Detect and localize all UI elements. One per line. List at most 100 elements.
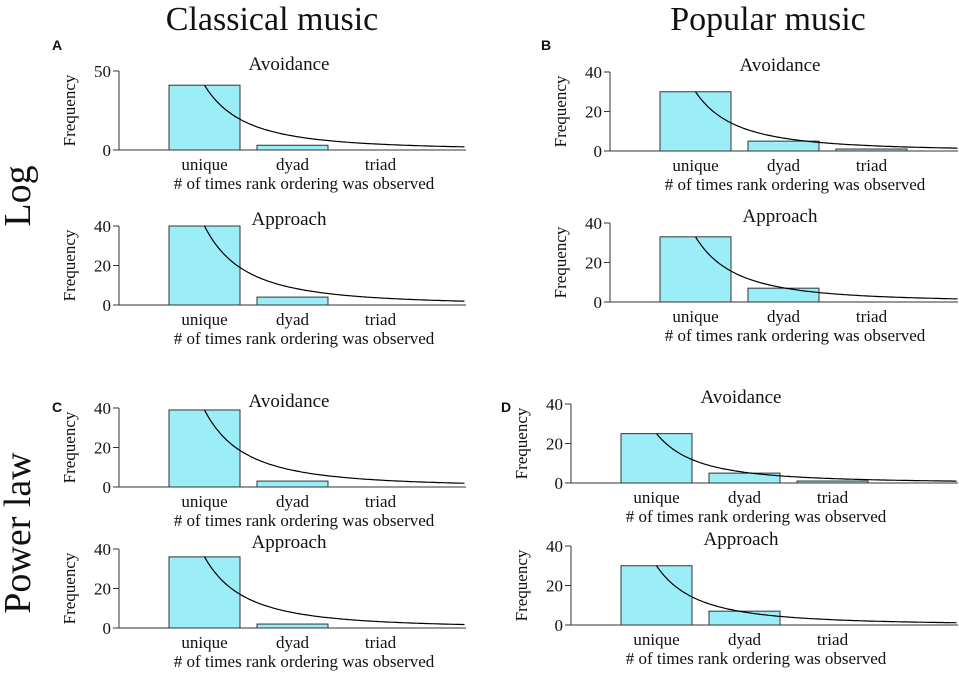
panel-letter: B — [541, 37, 551, 53]
fit-curve — [203, 225, 465, 302]
y-tick-label: 20 — [94, 439, 111, 458]
bar-unique — [168, 84, 241, 151]
x-tick-label: triad — [817, 630, 849, 649]
subplot-approach: 0 20 40 Frequency Approach unique dyad triad# o… — [60, 209, 466, 348]
y-tick-label: 20 — [585, 103, 602, 122]
subplot-title: Approach — [743, 206, 818, 227]
fit-curve — [694, 236, 958, 300]
x-tick-label: triad — [856, 307, 888, 326]
row-header-power-law: Power law — [0, 452, 39, 614]
bar-unique — [659, 91, 732, 152]
x-axis-title: # of times rank ordering was observed — [626, 649, 887, 668]
x-tick-label: triad — [365, 155, 397, 174]
x-axis-title: # of times rank ordering was observed — [626, 507, 887, 526]
subplot-title: Avoidance — [249, 54, 330, 75]
subplot-avoidance: 0 50 Frequency Avoidance unique dyad triad# of… — [60, 54, 466, 193]
x-tick-label: unique — [672, 156, 718, 175]
subplot-approach: 0 20 40 Frequency Approach unique dyad triad# o… — [512, 529, 958, 668]
bar-dyad — [708, 610, 781, 626]
y-axis-title: Frequency — [60, 229, 79, 301]
panel-a: A 0 50 Frequency Avoidance unique dyad triad# o… — [52, 37, 466, 348]
y-axis-title: Frequency — [551, 226, 570, 298]
y-tick-label: 0 — [103, 296, 112, 315]
y-tick-label: 0 — [594, 293, 603, 312]
x-tick-label: triad — [856, 156, 888, 175]
x-axis-title: # of times rank ordering was observed — [665, 175, 926, 194]
y-axis-title: Frequency — [512, 549, 531, 621]
x-tick-label: dyad — [276, 155, 310, 174]
y-tick-label: 20 — [585, 254, 602, 273]
y-tick-label: 20 — [546, 577, 563, 596]
y-tick-label: 0 — [103, 478, 112, 497]
bar-dyad — [256, 144, 329, 151]
bar-unique — [620, 433, 693, 484]
fit-curve — [656, 433, 957, 482]
y-tick-label: 20 — [546, 435, 563, 454]
y-tick-label: 0 — [555, 474, 564, 493]
y-axis-title: Frequency — [60, 74, 79, 146]
x-axis-title: # of times rank ordering was observed — [174, 174, 435, 193]
y-tick-label: 40 — [94, 540, 111, 559]
x-axis-title: # of times rank ordering was observed — [174, 511, 435, 530]
bar-triad — [835, 148, 908, 152]
y-tick-label: 40 — [94, 399, 111, 418]
x-tick-label: triad — [365, 492, 397, 511]
y-axis-title: Frequency — [60, 411, 79, 483]
fit-curve — [695, 91, 958, 149]
fit-curve — [656, 565, 957, 624]
x-tick-label: dyad — [767, 156, 801, 175]
y-axis-title: Frequency — [60, 552, 79, 624]
fit-curve — [203, 409, 465, 484]
subplot-title: Approach — [704, 529, 779, 550]
bar-dyad — [708, 472, 781, 484]
y-tick-label: 0 — [594, 142, 603, 161]
bar-unique — [659, 236, 732, 303]
bar-unique — [168, 556, 241, 629]
row-header-log: Log — [0, 165, 39, 226]
subplot-approach: 0 20 40 Frequency Approach unique dyad triad# o… — [60, 532, 466, 671]
subplot-title: Approach — [252, 532, 327, 553]
panel-letter: D — [501, 399, 511, 415]
y-tick-label: 20 — [94, 580, 111, 599]
x-tick-label: unique — [181, 155, 227, 174]
subplot-title: Avoidance — [740, 55, 821, 76]
bar-unique — [168, 409, 241, 488]
y-tick-label: 0 — [103, 619, 112, 638]
subplot-title: Approach — [252, 209, 327, 230]
subplot-title: Avoidance — [701, 387, 782, 408]
panel-letter: C — [52, 399, 62, 415]
y-tick-label: 40 — [546, 537, 563, 556]
x-tick-label: dyad — [728, 488, 762, 507]
x-tick-label: unique — [181, 492, 227, 511]
bar-dyad — [747, 140, 820, 152]
panel-letter: A — [52, 37, 62, 53]
y-tick-label: 40 — [585, 214, 602, 233]
subplot-approach: 0 20 40 Frequency Approach unique dyad triad# o… — [551, 206, 958, 345]
bar-unique — [620, 565, 693, 626]
y-tick-label: 0 — [103, 141, 112, 160]
x-tick-label: unique — [633, 488, 679, 507]
y-axis-title: Frequency — [551, 75, 570, 147]
fit-curve — [203, 556, 465, 626]
x-tick-label: dyad — [276, 633, 310, 652]
y-tick-label: 20 — [94, 257, 111, 276]
x-tick-label: dyad — [276, 310, 310, 329]
y-tick-label: 40 — [546, 395, 563, 414]
x-tick-label: unique — [181, 633, 227, 652]
y-tick-label: 50 — [94, 62, 111, 81]
x-tick-label: dyad — [276, 492, 310, 511]
bar-dyad — [256, 623, 329, 629]
subplot-avoidance: 0 20 40 Frequency Avoidance unique dyad triad# … — [512, 387, 958, 526]
y-tick-label: 0 — [555, 616, 564, 635]
x-tick-label: triad — [365, 633, 397, 652]
subplot-avoidance: 0 20 40 Frequency Avoidance unique dyad triad# … — [60, 391, 466, 530]
subplot-title: Avoidance — [249, 391, 330, 412]
bar-dyad — [747, 287, 820, 303]
column-header-classical: Classical music — [166, 1, 378, 38]
column-header-popular: Popular music — [670, 1, 865, 38]
bar-triad — [796, 480, 869, 484]
